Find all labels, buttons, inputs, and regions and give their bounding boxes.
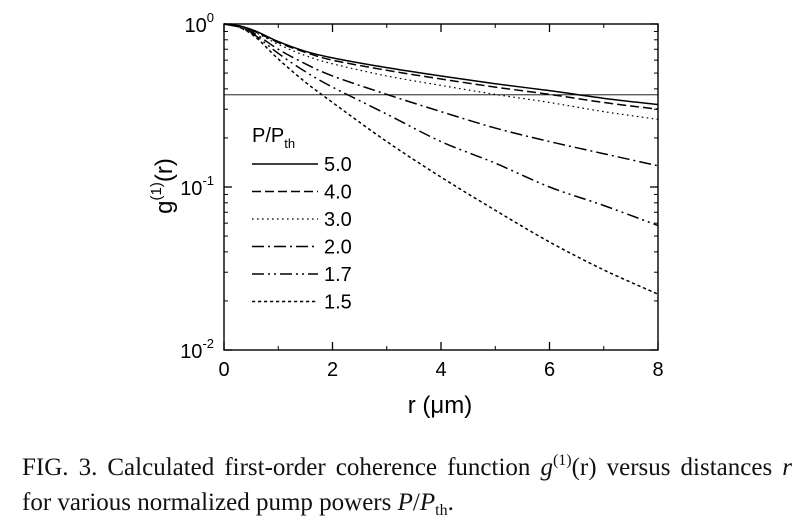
x-tick-label: 6 — [544, 359, 555, 381]
x-tick-label: 8 — [652, 359, 663, 381]
y-tick-label: 10-1 — [180, 173, 214, 200]
legend-entry: 2.0 — [324, 237, 352, 259]
legend: P/Pth 5.0 4.0 3.0 2.0 1.7 1.5 — [252, 125, 352, 314]
caption-th: th — [435, 502, 448, 519]
series-line-1-5 — [223, 23, 659, 295]
series-line-2-0 — [223, 23, 659, 167]
coherence-chart: 0 2 4 6 8 10-2 10-1 100 P/Pth 5.0 4.0 3.0 2.0 1.7 1.5… — [148, 10, 664, 419]
legend-entry: 1.7 — [324, 264, 352, 286]
y-label-base: g — [151, 200, 178, 213]
series-layer — [223, 23, 659, 295]
caption-g-sup: (1) — [552, 452, 572, 469]
svg-text:g(1)(r): g(1)(r) — [148, 158, 178, 214]
legend-title: P/Pth — [252, 125, 295, 151]
axes: 0 2 4 6 8 10-2 10-1 100 — [180, 10, 663, 381]
caption-suffix: for various normalized pump powers — [22, 489, 398, 516]
legend-entry: 1.5 — [324, 292, 352, 314]
y-tick-label: 10-2 — [180, 336, 214, 363]
series-line-3-0 — [223, 23, 659, 120]
legend-entry: 3.0 — [324, 209, 352, 231]
legend-entry: 5.0 — [324, 154, 352, 176]
y-tick-label: 100 — [185, 10, 214, 37]
series-line-5-0 — [223, 23, 659, 106]
x-tick-label: 4 — [435, 359, 446, 381]
y-label-sup: (1) — [148, 182, 165, 200]
caption-r: r — [782, 454, 792, 481]
x-tick-label: 2 — [327, 359, 338, 381]
series-line-4-0 — [223, 23, 659, 110]
y-axis-label: g(1)(r) — [148, 158, 178, 214]
x-tick-label: 0 — [218, 359, 229, 381]
legend-entry: 4.0 — [324, 182, 352, 204]
caption-end: . — [447, 489, 454, 516]
caption-P: P — [397, 489, 413, 516]
x-axis-label: r (μm) — [408, 392, 472, 419]
caption-Pth: P — [419, 489, 436, 516]
caption-prefix: FIG. 3. Calculated first-order coherence… — [22, 454, 541, 481]
series-line-1-7 — [223, 23, 659, 227]
figure-caption: FIG. 3. Calculated first-order coherence… — [22, 452, 792, 522]
caption-slash: / — [412, 489, 420, 516]
caption-g-arg: (r) — [571, 454, 597, 481]
caption-g: g — [540, 454, 553, 481]
y-label-arg: (r) — [151, 158, 178, 182]
caption-middle: versus distances — [596, 454, 783, 481]
